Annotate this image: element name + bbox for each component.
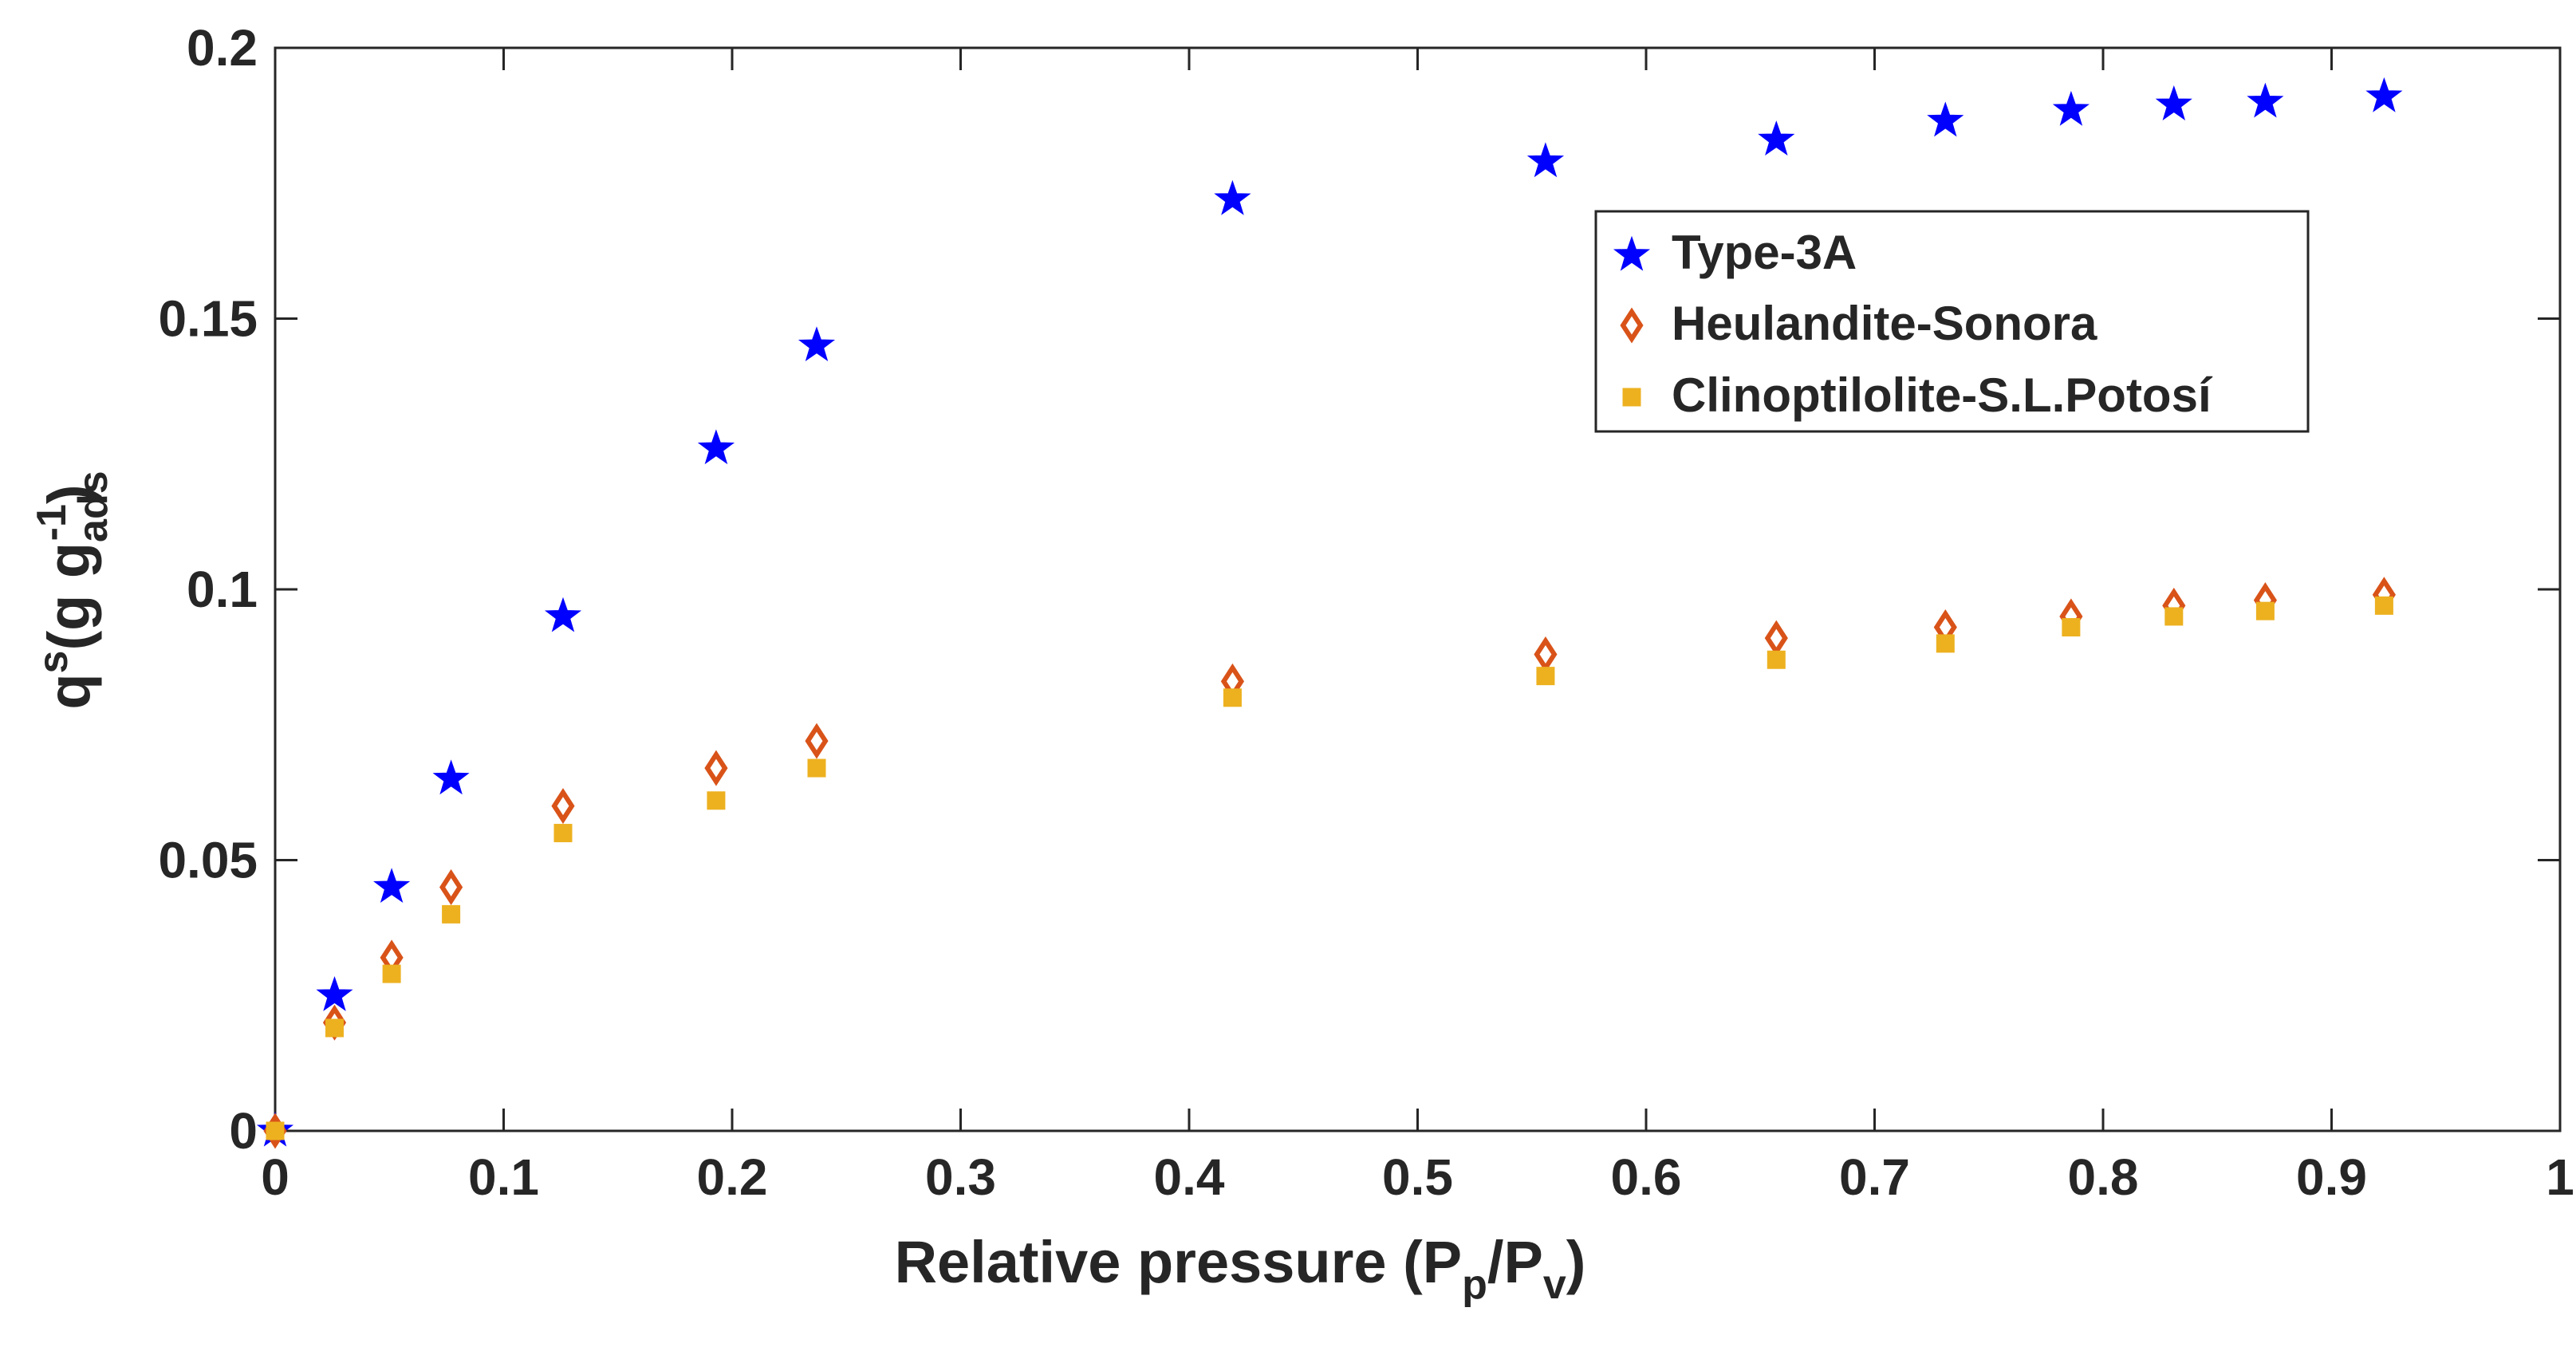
legend-box [1594, 210, 2310, 433]
x-tick-label: 0.7 [1839, 1148, 1910, 1206]
legend-label-clinoptilolite: Clinoptilolite-S.L.Potosí [1672, 368, 2213, 422]
legend-label-type-3a: Type-3A [1672, 226, 1857, 279]
x-tick-label: 0.4 [1154, 1148, 1225, 1206]
data-point [266, 1121, 285, 1140]
data-point [807, 758, 826, 778]
x-tick-label: 1 [2546, 1148, 2574, 1206]
x-tick-label: 0.6 [1611, 1148, 1682, 1206]
y-axis-title: qs(g gads-1) [29, 471, 116, 709]
x-tick-label: 0.2 [697, 1148, 768, 1206]
x-tick-label: 0.5 [1382, 1148, 1453, 1206]
series-0 [256, 77, 2403, 1147]
x-tick-label: 0.3 [925, 1148, 996, 1206]
legend-marker [1620, 307, 1644, 344]
data-point [2155, 85, 2192, 120]
legend-marker [1613, 235, 1651, 271]
series-layer [256, 77, 2403, 1149]
legend-marker-heulandite-sonora [1620, 307, 1644, 344]
legend-marker [1622, 388, 1641, 407]
y-tick-label: 0.15 [158, 290, 258, 348]
data-point [805, 723, 829, 759]
data-point [1536, 667, 1555, 686]
data-point [316, 976, 353, 1011]
data-point [1767, 650, 1786, 669]
y-tick-label: 0.1 [187, 561, 258, 618]
data-point [2247, 82, 2284, 118]
x-tick-label: 0.9 [2296, 1148, 2367, 1206]
x-tick-label: 0.8 [2068, 1148, 2139, 1206]
data-point [1223, 688, 1242, 707]
x-tick-label: 0 [261, 1148, 290, 1206]
data-point [2164, 607, 2184, 626]
data-point [2374, 596, 2393, 615]
x-tick-label: 0.1 [468, 1148, 539, 1206]
data-point [1526, 142, 1565, 178]
x-axis-ticks: 0 0.1 0.2 0.3 0.4 0.5 0.6 0.7 0.8 0.9 1 [261, 48, 2574, 1206]
x-axis-title: Relative pressure (Pp/Pv) [895, 1229, 1586, 1308]
data-point [1927, 101, 1964, 137]
data-point [1936, 634, 1955, 653]
legend-marker-clinoptilolite [1622, 388, 1641, 407]
y-tick-label: 0.2 [187, 19, 258, 77]
data-point [697, 429, 735, 465]
data-point [544, 597, 582, 632]
data-point [432, 759, 470, 795]
data-point [325, 1018, 344, 1038]
legend-label-heulandite-sonora: Heulandite-Sonora [1672, 297, 2097, 350]
data-point [553, 824, 573, 843]
data-point [798, 326, 836, 362]
data-point [2255, 601, 2275, 620]
legend: Type-3A Heulandite-Sonora Clinoptilolite… [1594, 210, 2310, 433]
series-2 [266, 596, 2393, 1140]
y-axis-ticks: 0 0.05 0.1 0.15 0.2 [158, 19, 2560, 1160]
data-point [442, 904, 461, 924]
data-point [382, 964, 401, 983]
data-point [439, 868, 463, 905]
data-point [704, 750, 728, 786]
data-point [2062, 618, 2081, 637]
data-point [2052, 90, 2090, 126]
data-point [551, 788, 575, 825]
y-tick-label: 0 [229, 1102, 258, 1160]
y-tick-label: 0.05 [158, 832, 258, 889]
data-point [707, 791, 726, 810]
data-point [373, 868, 411, 904]
data-point [2365, 77, 2403, 112]
legend-marker-type-3a [1613, 235, 1651, 271]
data-point [1758, 120, 1795, 156]
data-point [1214, 179, 1251, 215]
